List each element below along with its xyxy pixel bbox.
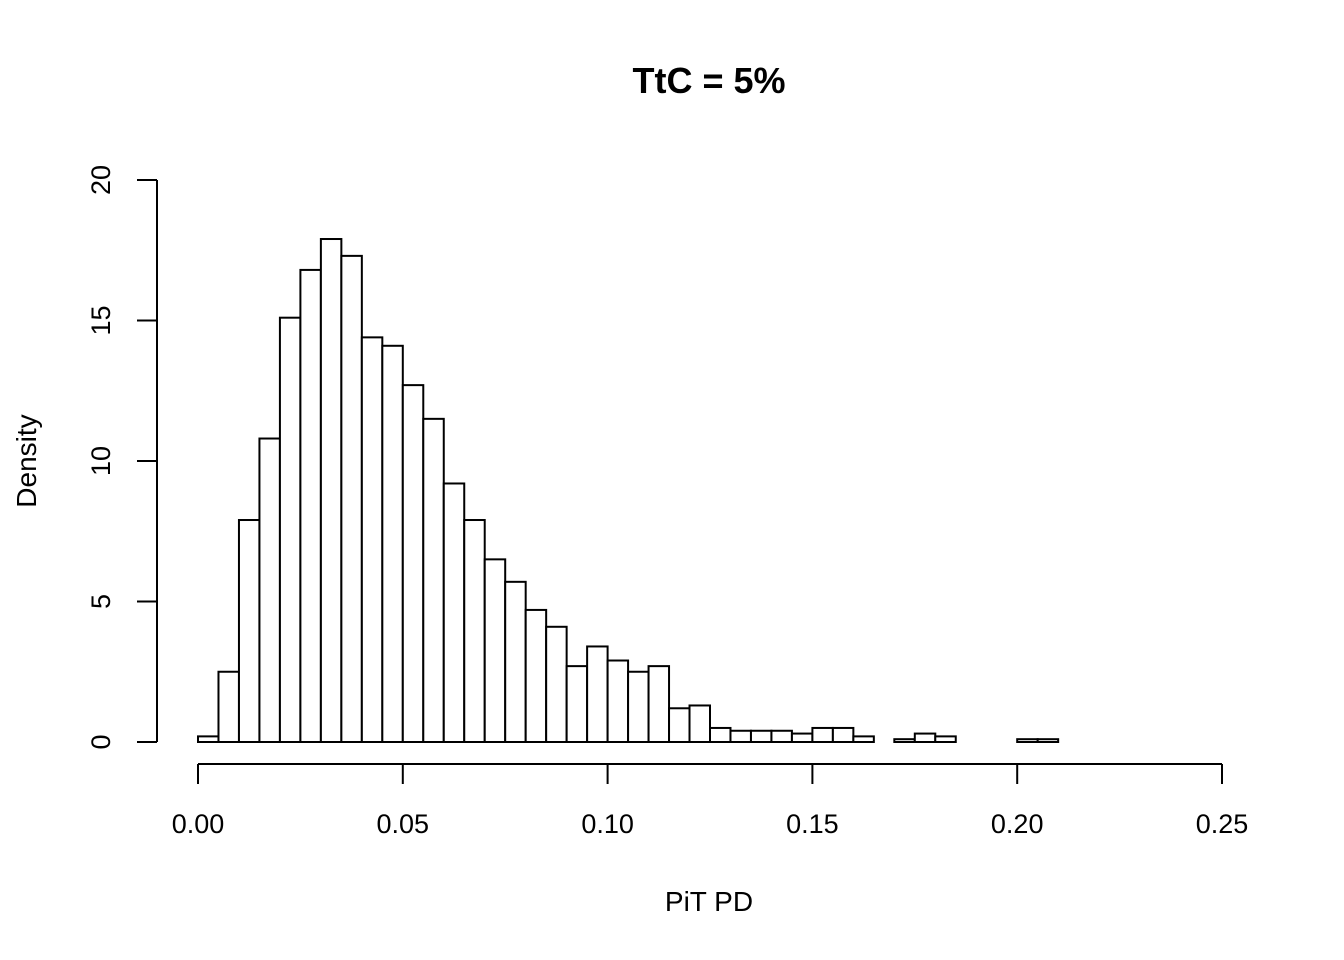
histogram-bar xyxy=(893,738,916,744)
histogram-bar xyxy=(1036,738,1060,744)
histogram-bar xyxy=(647,665,671,744)
histogram-bar xyxy=(709,726,732,744)
histogram-bar xyxy=(668,707,691,744)
histogram-bar xyxy=(524,608,548,743)
x-tick-label: 0.20 xyxy=(991,809,1044,839)
histogram-bar xyxy=(237,519,261,744)
y-tick-label: 5 xyxy=(86,594,116,609)
histogram-bar xyxy=(422,417,445,743)
histogram-bar xyxy=(401,384,425,743)
chart-title: TtC = 5% xyxy=(632,60,785,101)
x-tick-label: 0.25 xyxy=(1196,809,1249,839)
x-tick-label: 0.10 xyxy=(581,809,634,839)
y-axis: 0 5 10 15 20 xyxy=(86,165,158,750)
y-axis-label: Density xyxy=(11,414,42,507)
histogram-bar xyxy=(1016,738,1039,744)
y-tick-label: 15 xyxy=(86,305,116,335)
histogram-bar xyxy=(586,645,609,744)
histogram-bar xyxy=(483,558,507,743)
histogram-bar xyxy=(831,726,855,744)
bars-group xyxy=(197,238,1060,744)
histogram-bar xyxy=(749,729,773,744)
histogram-bar xyxy=(299,268,322,743)
histogram-bar xyxy=(442,482,466,743)
histogram-bar xyxy=(811,726,834,744)
histogram-bar xyxy=(197,735,220,744)
histogram-bar xyxy=(688,704,712,743)
histogram-bar xyxy=(340,254,363,743)
histogram-bar xyxy=(913,732,937,744)
histogram-bar xyxy=(463,519,486,744)
x-tick-label: 0.05 xyxy=(377,809,430,839)
histogram-bar xyxy=(565,665,589,744)
histogram-bar xyxy=(278,316,302,743)
y-tick-label: 0 xyxy=(86,734,116,749)
histogram-bar xyxy=(545,625,568,743)
x-axis-label: PiT PD xyxy=(665,886,753,917)
histogram-bar xyxy=(790,732,814,744)
histogram-bar xyxy=(319,238,343,743)
y-tick-label: 10 xyxy=(86,446,116,476)
histogram-bar xyxy=(934,735,957,744)
histogram-bar xyxy=(729,729,752,744)
histogram-bar xyxy=(258,437,281,743)
y-tick-label: 20 xyxy=(86,165,116,195)
histogram-bar xyxy=(627,670,650,743)
histogram-bar xyxy=(360,336,384,743)
x-axis: 0.00 0.05 0.10 0.15 0.20 0.25 xyxy=(172,763,1249,839)
histogram-bar xyxy=(770,729,793,744)
x-tick-label: 0.00 xyxy=(172,809,225,839)
histogram-bar xyxy=(606,659,630,744)
x-tick-label: 0.15 xyxy=(786,809,839,839)
histogram-bar xyxy=(852,735,875,744)
histogram-bar xyxy=(381,344,404,743)
histogram-bar xyxy=(217,670,240,743)
histogram-bar xyxy=(504,580,527,744)
